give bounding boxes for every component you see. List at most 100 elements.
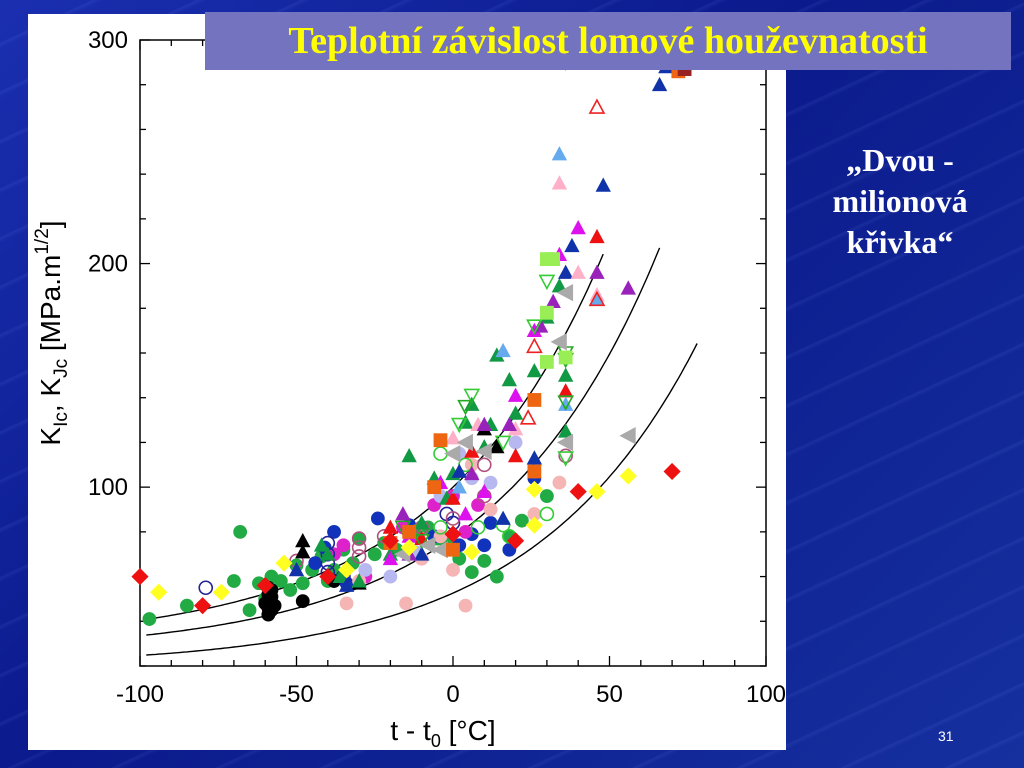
data-point-triangle-up bbox=[551, 146, 568, 161]
data-point-circle bbox=[458, 524, 473, 539]
data-point-triangle-up bbox=[476, 416, 492, 431]
data-point-circle bbox=[539, 506, 555, 522]
data-point-square bbox=[446, 542, 460, 557]
data-points bbox=[131, 55, 692, 626]
data-point-circle bbox=[351, 549, 367, 564]
data-point-circle bbox=[351, 540, 367, 555]
data-point-triangle-up bbox=[507, 405, 524, 420]
plot-panel bbox=[28, 14, 786, 750]
data-point-circle bbox=[476, 457, 492, 473]
data-point-triangle-up bbox=[526, 337, 543, 354]
data-point-circle bbox=[233, 524, 248, 539]
fit-curve-median bbox=[146, 247, 661, 636]
data-point-diamond bbox=[525, 516, 543, 534]
fit-curve-upper bbox=[146, 253, 604, 620]
side-note-line-1: „Dvou - bbox=[846, 142, 954, 178]
data-point-circle bbox=[295, 594, 310, 609]
data-point-triangle-up bbox=[382, 550, 399, 566]
data-point-square bbox=[540, 355, 554, 369]
data-point-triangle-up bbox=[464, 465, 480, 481]
data-point-circle bbox=[458, 598, 473, 613]
data-point-triangle-up bbox=[558, 264, 574, 279]
data-point-circle bbox=[198, 580, 214, 596]
data-point-triangle-up bbox=[558, 423, 574, 438]
data-point-diamond bbox=[663, 462, 681, 481]
data-point-circle bbox=[142, 612, 157, 626]
data-point-triangle-up bbox=[526, 363, 543, 378]
data-point-diamond bbox=[525, 480, 543, 498]
data-point-square bbox=[558, 350, 573, 365]
data-point-square bbox=[427, 480, 442, 495]
data-point-circle bbox=[283, 583, 298, 597]
data-point-diamond bbox=[275, 554, 293, 572]
data-point-triangle-left bbox=[419, 536, 436, 554]
data-point-triangle-down bbox=[413, 533, 431, 550]
data-point-triangle-up bbox=[288, 562, 305, 577]
data-point-triangle-down bbox=[557, 395, 575, 411]
x-axis-title: t - t0 [°C] bbox=[390, 715, 495, 751]
x-tick-label: 0 bbox=[446, 681, 459, 708]
data-point-circle bbox=[433, 520, 448, 535]
data-point-triangle-left bbox=[619, 427, 636, 445]
data-point-triangle-up bbox=[451, 479, 467, 494]
data-point-circle bbox=[358, 562, 373, 577]
data-point-triangle-up bbox=[595, 177, 611, 192]
data-point-circle bbox=[483, 502, 498, 517]
data-point-circle bbox=[508, 435, 523, 450]
data-point-triangle-up bbox=[589, 264, 605, 279]
data-point-triangle-left bbox=[556, 433, 574, 452]
data-point-diamond bbox=[507, 532, 525, 550]
data-point-circle bbox=[489, 569, 504, 584]
data-point-circle bbox=[483, 475, 498, 490]
data-point-triangle-up bbox=[489, 439, 505, 454]
data-point-triangle-up bbox=[501, 371, 518, 387]
data-point-triangle-up bbox=[464, 443, 480, 458]
data-point-triangle-up bbox=[507, 447, 524, 463]
data-point-triangle-up bbox=[558, 383, 574, 398]
data-point-circle bbox=[370, 511, 385, 526]
data-point-triangle-up bbox=[320, 546, 336, 561]
data-point-diamond bbox=[588, 483, 606, 501]
data-point-square bbox=[402, 524, 417, 539]
data-point-triangle-up bbox=[451, 463, 467, 478]
data-point-triangle-up bbox=[457, 414, 474, 429]
data-point-triangle-up bbox=[551, 175, 568, 190]
data-point-circle bbox=[477, 554, 492, 568]
data-point-circle bbox=[351, 531, 367, 546]
data-point-triangle-down bbox=[538, 274, 556, 291]
data-point-circle bbox=[339, 596, 354, 611]
data-point-triangle-up bbox=[351, 573, 367, 588]
x-tick-label: -50 bbox=[279, 681, 314, 708]
data-point-circle bbox=[446, 562, 460, 577]
data-point-triangle-left bbox=[475, 442, 492, 461]
data-point-triangle-up bbox=[558, 367, 574, 382]
slide-title: Teplotní závislost lomové houževnatosti bbox=[288, 20, 928, 62]
data-point-triangle-up bbox=[476, 483, 492, 499]
data-point-diamond bbox=[400, 538, 418, 557]
data-point-triangle-up bbox=[570, 264, 586, 279]
data-point-diamond bbox=[338, 561, 356, 579]
data-point-triangle-up bbox=[401, 447, 417, 463]
data-point-circle bbox=[226, 574, 241, 588]
data-point-triangle-up bbox=[564, 237, 580, 253]
data-point-triangle-up bbox=[519, 409, 537, 425]
data-point-diamond bbox=[319, 568, 337, 586]
data-point-triangle-up bbox=[495, 510, 511, 525]
data-point-triangle-down bbox=[450, 417, 468, 434]
data-point-triangle-up bbox=[395, 506, 411, 521]
data-point-triangle-up bbox=[295, 544, 311, 559]
data-point-diamond bbox=[194, 597, 212, 615]
data-point-triangle-up bbox=[338, 577, 355, 592]
data-point-triangle-up bbox=[445, 430, 461, 445]
data-point-triangle-down bbox=[526, 319, 543, 335]
data-point-circle bbox=[327, 524, 341, 539]
data-point-triangle-down bbox=[463, 388, 481, 405]
data-point-triangle-up bbox=[588, 290, 606, 307]
data-point-circle bbox=[540, 489, 554, 503]
data-point-diamond bbox=[381, 532, 399, 550]
side-note-line-2: milionová bbox=[832, 183, 968, 219]
data-point-circle bbox=[336, 538, 351, 553]
data-point-diamond bbox=[150, 583, 168, 601]
data-point-triangle-left bbox=[556, 283, 574, 302]
